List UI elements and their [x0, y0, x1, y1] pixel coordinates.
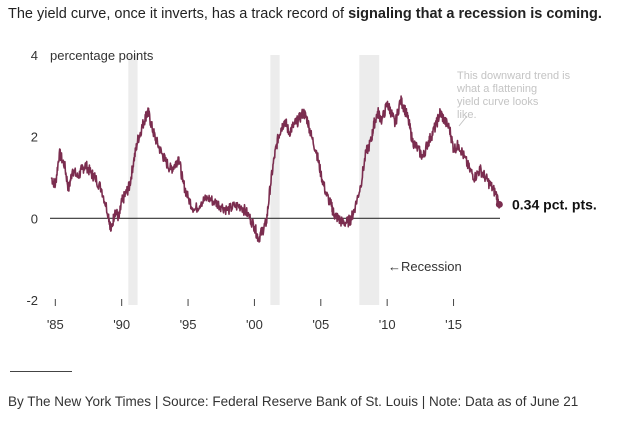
y-tick-label: 4 [31, 48, 38, 63]
headline: The yield curve, once it inverts, has a … [8, 6, 602, 22]
footer-divider [10, 371, 72, 372]
recession-label: ←Recession [388, 259, 462, 274]
annotation-arrow [458, 115, 468, 127]
x-tick-label: '00 [246, 317, 263, 332]
flattening-annotation: This downward trend is what a flattening y… [456, 70, 571, 121]
recession-band-1 [128, 55, 138, 305]
end-point-marker [495, 200, 503, 208]
end-value-label: 0.34 pct. pts. [512, 196, 597, 212]
headline-emphasis: signaling that a recession is coming. [348, 6, 602, 22]
y-tick-label: -2 [26, 293, 38, 308]
y-tick-label: 2 [31, 130, 38, 145]
x-tick-label: '90 [113, 317, 130, 332]
x-axis: '85 '90 '95 '00 '05 '10 '15 [47, 299, 462, 332]
footer-credit: By The New York Times | Source: Federal … [8, 394, 579, 409]
x-tick-label: '95 [180, 317, 197, 332]
x-tick-label: '05 [312, 317, 329, 332]
yield-spread-line [50, 95, 501, 243]
y-axis: 4 2 0 -2 [26, 48, 38, 308]
headline-lead: The yield curve, once it inverts, has a … [8, 6, 349, 22]
recession-bands [128, 55, 380, 305]
x-tick-label: '85 [47, 317, 64, 332]
x-tick-label: '15 [445, 317, 462, 332]
recession-band-2 [270, 55, 280, 305]
y-tick-label: 0 [31, 211, 38, 226]
x-tick-label: '10 [379, 317, 396, 332]
y-axis-title: percentage points [50, 48, 154, 63]
